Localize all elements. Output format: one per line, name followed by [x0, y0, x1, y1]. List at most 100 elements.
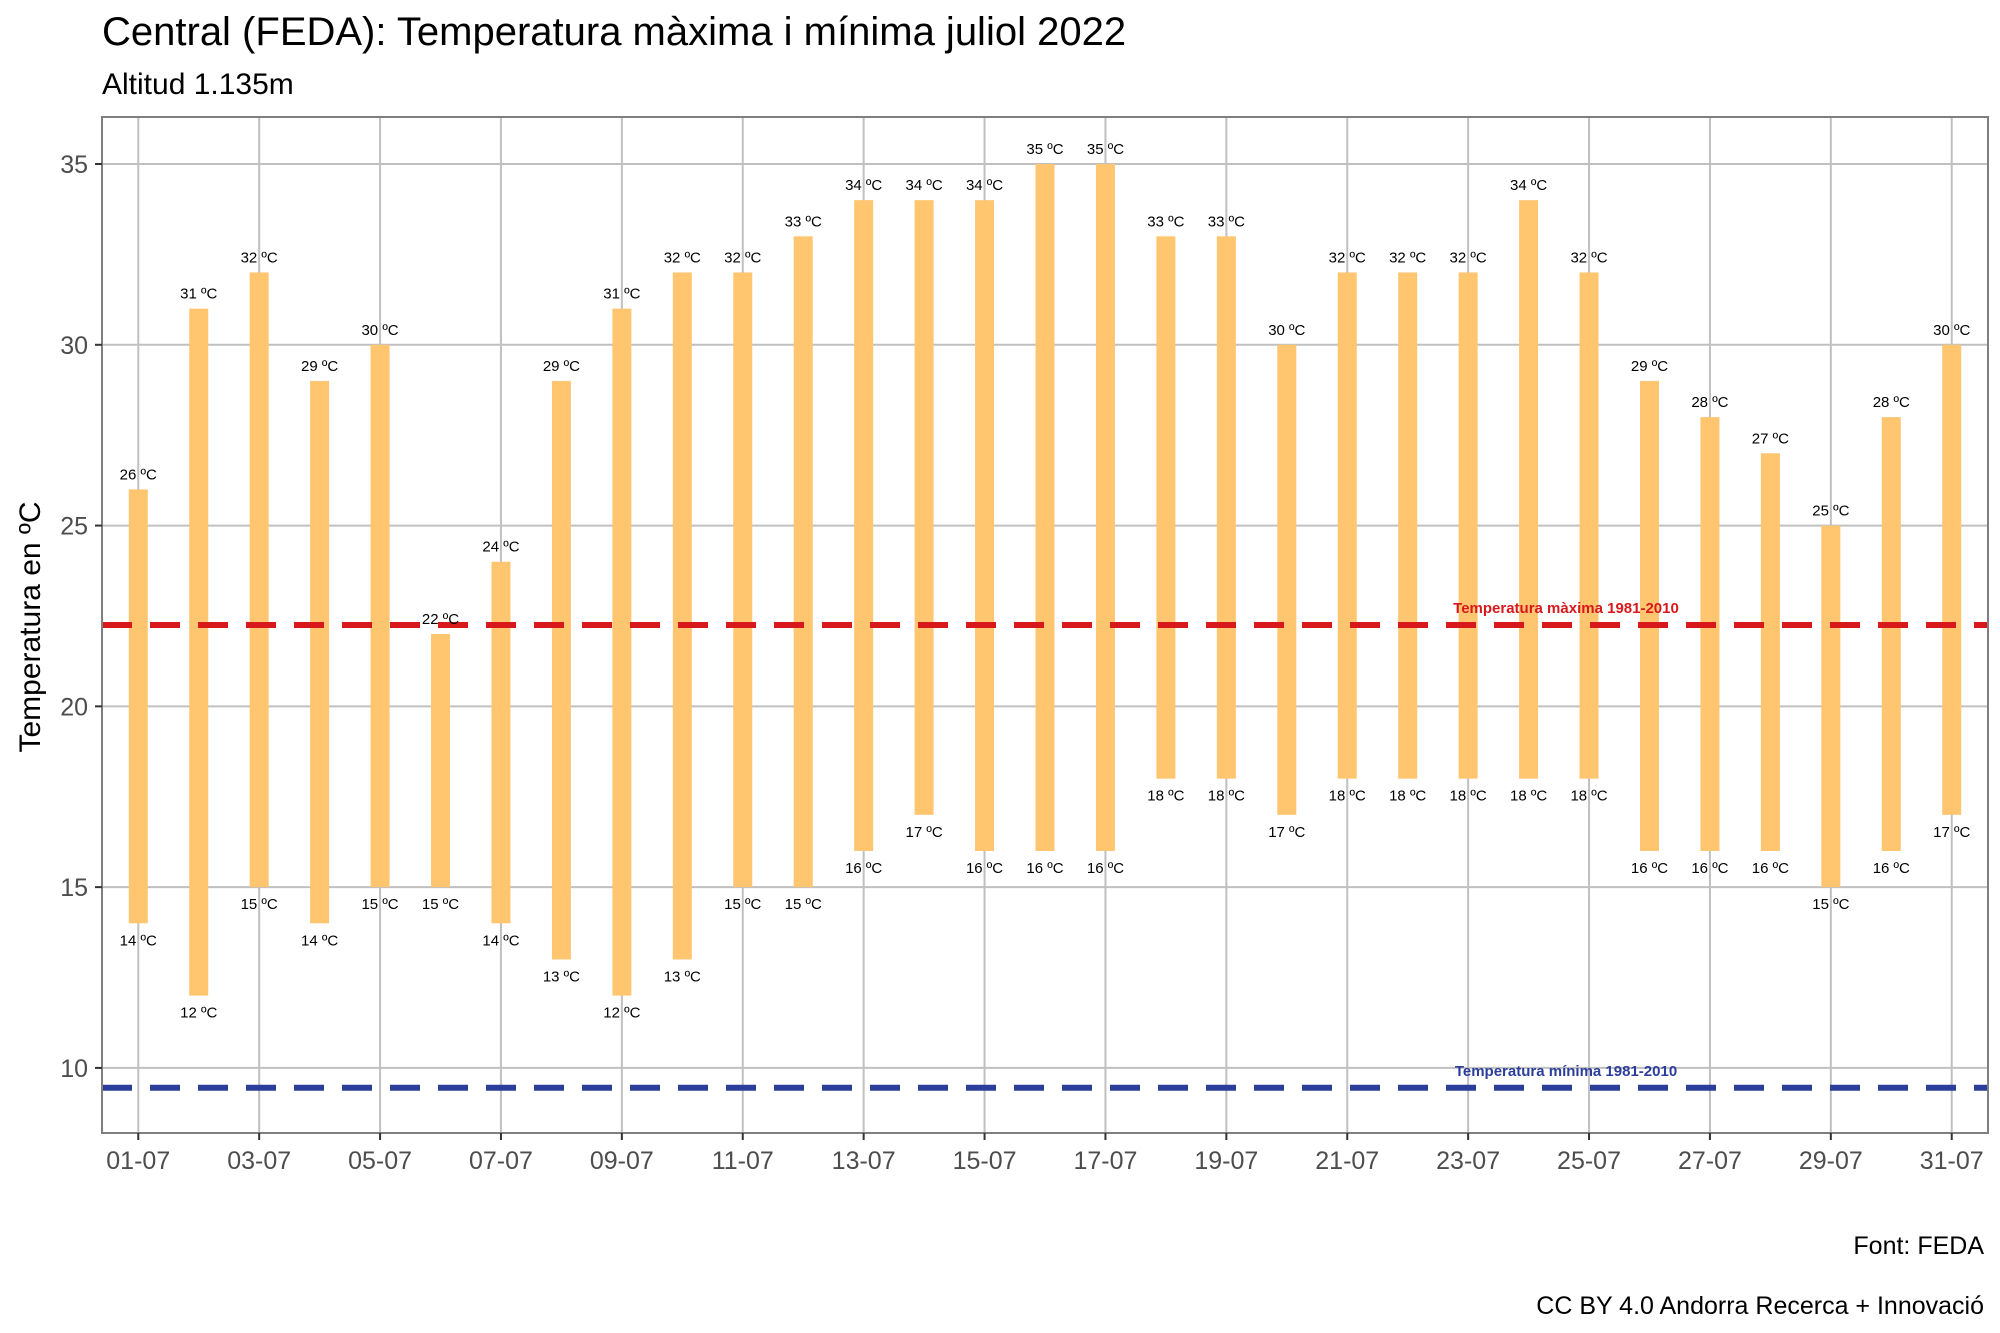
min-value-label: 16 ºC — [1631, 860, 1668, 877]
min-value-label: 16 ºC — [966, 860, 1003, 877]
temperature-range-bar — [370, 344, 390, 888]
max-value-label: 34 ºC — [845, 177, 882, 194]
min-value-label: 17 ºC — [906, 824, 943, 841]
chart-title: Central (FEDA): Temperatura màxima i mín… — [102, 10, 1127, 54]
temperature-range-bar — [128, 489, 148, 924]
max-value-label: 28 ºC — [1873, 394, 1910, 411]
x-tick-label: 07-07 — [469, 1147, 533, 1175]
x-tick-label: 29-07 — [1799, 1147, 1863, 1175]
max-value-label: 30 ºC — [1933, 322, 1970, 339]
temperature-range-bar — [1821, 525, 1841, 888]
min-value-label: 14 ºC — [482, 932, 519, 949]
min-value-label: 15 ºC — [361, 896, 398, 913]
y-tick-label: 30 — [60, 332, 88, 360]
temperature-range-bar — [1942, 344, 1962, 815]
min-value-label: 16 ºC — [1087, 860, 1124, 877]
y-tick-label: 10 — [60, 1055, 88, 1083]
x-tick-label: 11-07 — [712, 1147, 774, 1175]
max-value-label: 24 ºC — [482, 539, 519, 556]
min-value-label: 18 ºC — [1450, 788, 1487, 805]
temperature-range-bar — [612, 308, 632, 996]
chart-subtitle: Altitud 1.135m — [102, 68, 294, 101]
x-tick-label: 13-07 — [832, 1147, 896, 1175]
min-value-label: 16 ºC — [1026, 860, 1063, 877]
max-value-label: 34 ºC — [906, 177, 943, 194]
min-value-label: 16 ºC — [1752, 860, 1789, 877]
min-value-label: 17 ºC — [1933, 824, 1970, 841]
x-tick-label: 21-07 — [1315, 1147, 1379, 1175]
y-tick-label: 15 — [60, 874, 88, 902]
y-tick-label: 20 — [60, 693, 88, 721]
temperature-range-bar — [1216, 236, 1236, 779]
temperature-range-bar — [1881, 417, 1901, 851]
max-value-label: 32 ºC — [1450, 249, 1487, 266]
x-tick-label: 27-07 — [1678, 1147, 1742, 1175]
max-value-label: 22 ºC — [422, 611, 459, 628]
max-value-label: 32 ºC — [1570, 249, 1607, 266]
temperature-range-bar — [1035, 164, 1055, 851]
min-value-label: 14 ºC — [301, 932, 338, 949]
temperature-range-bar — [1458, 272, 1478, 779]
bars-layer — [128, 164, 1962, 996]
caption-license: CC BY 4.0 Andorra Recerca + Innovació — [1536, 1292, 1984, 1320]
min-value-label: 15 ºC — [785, 896, 822, 913]
temperature-range-bar — [672, 272, 692, 960]
temperature-range-bar — [1519, 200, 1539, 779]
temperature-range-bar — [1398, 272, 1418, 779]
min-value-label: 18 ºC — [1208, 788, 1245, 805]
value-labels-layer: 26 ºC 14 ºC 31 ºC 12 ºC 32 ºC 15 ºC 29 ºC 14 ºC… — [120, 141, 1971, 1022]
temperature-range-bar — [1579, 272, 1599, 779]
temperature-range-bar — [431, 634, 451, 888]
temperature-range-bar — [1760, 453, 1780, 851]
max-value-label: 33 ºC — [1208, 213, 1245, 230]
reference-lines-layer: Temperatura màxima 1981-2010 Temperatura … — [102, 600, 1988, 1091]
x-tick-label: 31-07 — [1920, 1147, 1984, 1175]
y-axis-title: Temperatura en ºC — [14, 501, 47, 752]
max-value-label: 35 ºC — [1026, 141, 1063, 158]
temperature-range-bar — [1639, 380, 1659, 851]
temperature-range-bar — [975, 200, 995, 851]
min-reference-label: Temperatura mínima 1981-2010 — [1455, 1063, 1677, 1080]
min-value-label: 18 ºC — [1147, 788, 1184, 805]
min-value-label: 15 ºC — [241, 896, 278, 913]
max-value-label: 32 ºC — [1329, 249, 1366, 266]
temperature-range-bar — [1156, 236, 1176, 779]
max-value-label: 30 ºC — [361, 322, 398, 339]
min-value-label: 16 ºC — [1691, 860, 1728, 877]
min-value-label: 15 ºC — [724, 896, 761, 913]
max-value-label: 32 ºC — [664, 249, 701, 266]
max-value-label: 35 ºC — [1087, 141, 1124, 158]
temperature-range-bar — [491, 561, 511, 924]
x-tick-label: 19-07 — [1194, 1147, 1258, 1175]
max-value-label: 32 ºC — [241, 249, 278, 266]
temperature-range-bar — [1277, 344, 1297, 815]
max-value-label: 29 ºC — [1631, 358, 1668, 375]
temperature-range-bar — [793, 236, 813, 888]
max-value-label: 27 ºC — [1752, 430, 1789, 447]
min-value-label: 12 ºC — [603, 1005, 640, 1022]
temperature-range-bar — [1095, 164, 1115, 851]
temperature-range-bar — [1337, 272, 1357, 779]
min-value-label: 15 ºC — [1812, 896, 1849, 913]
max-value-label: 31 ºC — [603, 286, 640, 303]
temperature-range-bar — [854, 200, 874, 851]
max-value-label: 29 ºC — [543, 358, 580, 375]
max-value-label: 34 ºC — [1510, 177, 1547, 194]
x-tick-label: 05-07 — [348, 1147, 412, 1175]
min-value-label: 18 ºC — [1510, 788, 1547, 805]
min-value-label: 18 ºC — [1570, 788, 1607, 805]
min-value-label: 13 ºC — [543, 968, 580, 985]
max-value-label: 34 ºC — [966, 177, 1003, 194]
max-value-label: 30 ºC — [1268, 322, 1305, 339]
min-value-label: 14 ºC — [120, 932, 157, 949]
max-value-label: 32 ºC — [724, 249, 761, 266]
temperature-range-bar — [249, 272, 269, 888]
max-value-label: 31 ºC — [180, 286, 217, 303]
x-tick-label: 25-07 — [1557, 1147, 1621, 1175]
axis-layer: 10 15 20 25 30 35 01-07 03-07 05-07 07-07 09-07 11-… — [60, 151, 1984, 1175]
temperature-range-bar — [551, 380, 571, 960]
min-value-label: 16 ºC — [845, 860, 882, 877]
y-tick-label: 25 — [60, 513, 88, 541]
max-value-label: 33 ºC — [1147, 213, 1184, 230]
